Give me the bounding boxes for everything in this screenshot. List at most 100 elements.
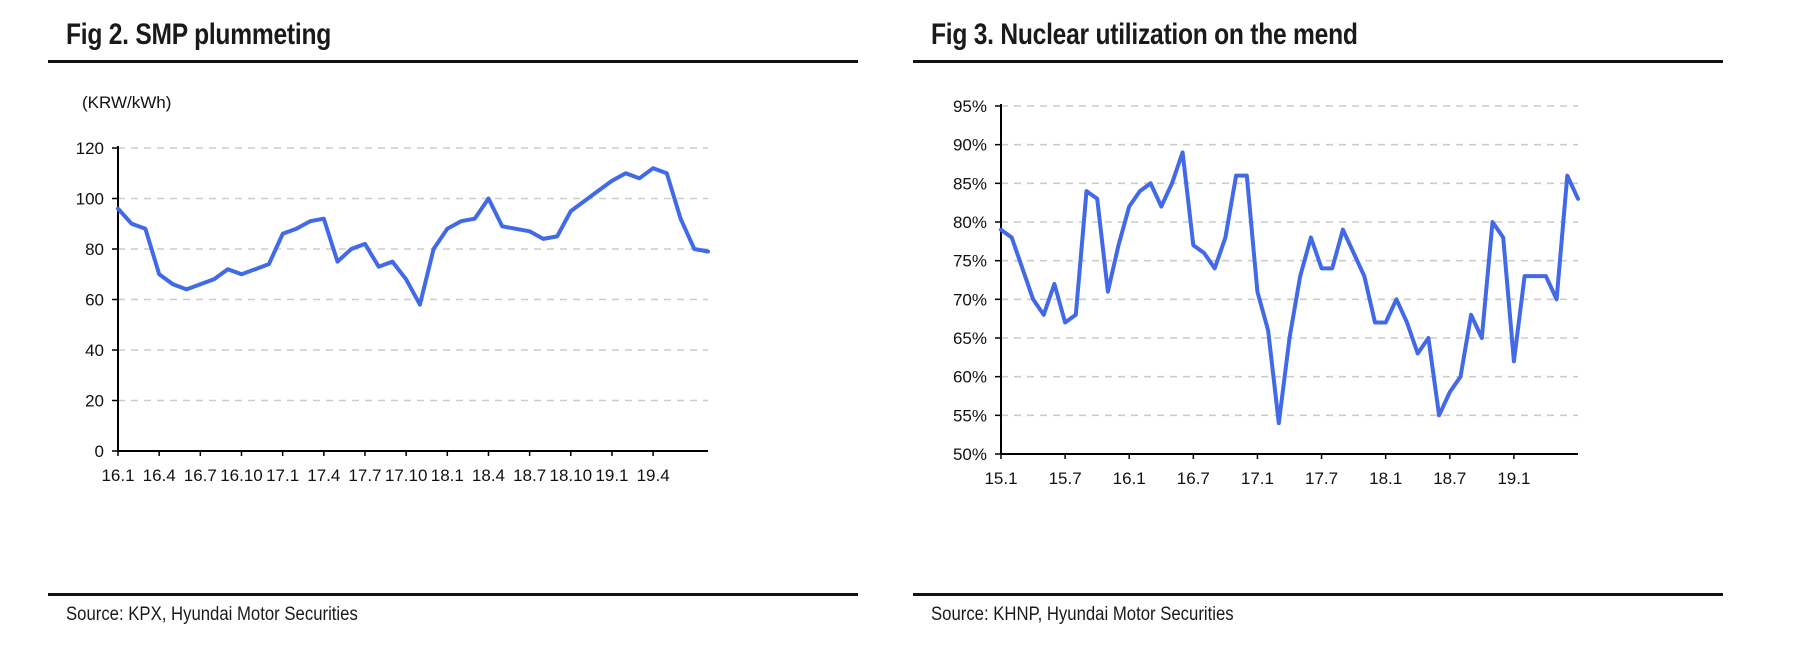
x-tick-label: 17.7: [348, 466, 381, 485]
data-point: [390, 260, 394, 264]
data-point: [1084, 189, 1089, 193]
data-point: [459, 219, 463, 223]
data-point: [1373, 320, 1377, 325]
x-tick-label: 16.4: [143, 466, 176, 485]
data-point: [473, 217, 477, 221]
x-tick-label: 17.10: [385, 466, 428, 485]
data-point: [1544, 274, 1548, 278]
data-point: [1031, 297, 1035, 301]
data-point: [1095, 197, 1099, 201]
x-tick-label: 15.7: [1049, 469, 1082, 488]
x-tick-label: 17.4: [307, 466, 340, 485]
data-point: [1223, 235, 1227, 240]
data-point: [1116, 243, 1121, 247]
data-point: [569, 209, 573, 213]
data-point: [1191, 243, 1195, 247]
data-point: [418, 303, 422, 307]
title-rule: [913, 60, 1723, 63]
y-tick-label: 80: [85, 240, 104, 259]
x-tick-label: 16.1: [1113, 469, 1146, 488]
y-tick-label: 50%: [953, 445, 987, 464]
source-note: Source: KPX, Hyundai Motor Securities: [66, 604, 358, 625]
data-point: [1287, 336, 1292, 340]
data-point: [1255, 290, 1259, 294]
data-point: [1245, 174, 1249, 178]
data-point: [445, 227, 449, 231]
data-point: [596, 189, 600, 193]
data-point: [1213, 266, 1217, 270]
series-line: [116, 166, 710, 307]
y-tick-label: 20: [85, 392, 104, 411]
data-point: [1469, 313, 1473, 317]
y-tick-label: 0: [95, 442, 104, 461]
data-point: [1448, 390, 1452, 394]
y-tick-label: 80%: [953, 213, 987, 232]
data-point: [651, 166, 655, 170]
data-point: [185, 287, 189, 291]
title-rule: [48, 60, 858, 63]
data-point: [1352, 251, 1356, 255]
data-point: [1149, 181, 1153, 185]
data-point: [157, 272, 161, 276]
x-tick-label: 16.1: [101, 466, 134, 485]
data-point: [582, 199, 587, 203]
data-point: [1138, 189, 1142, 193]
data-point: [1501, 235, 1505, 240]
data-point: [500, 224, 504, 228]
nuclear-utilization-line-chart: 50% 55% 60% 65% 70% 75% 80% 85% 90% 95% 15.1 15.7 16…: [953, 97, 1580, 488]
data-point: [1063, 320, 1067, 325]
data-point: [1042, 313, 1046, 317]
x-tick-label: 19.1: [1497, 469, 1530, 488]
y-tick-label: 70%: [953, 290, 987, 309]
data-point: [404, 277, 408, 281]
data-point: [1576, 197, 1580, 201]
x-tick-label: 16.7: [1177, 469, 1210, 488]
data-point: [294, 227, 298, 231]
data-point: [198, 282, 202, 286]
data-point: [432, 247, 436, 251]
data-point: [1320, 266, 1324, 270]
data-point: [363, 242, 367, 246]
data-point: [1159, 204, 1163, 209]
data-point: [1074, 313, 1078, 317]
data-point: [528, 229, 532, 233]
data-point: [1127, 204, 1131, 209]
y-tick-label: 60%: [953, 368, 987, 387]
data-point: [308, 219, 312, 223]
data-point: [1533, 274, 1537, 278]
data-point: [665, 171, 669, 175]
data-point: [692, 247, 696, 251]
data-point: [1330, 266, 1334, 270]
data-point: [1277, 421, 1281, 425]
y-tick-label: 95%: [953, 97, 987, 116]
data-point: [130, 222, 134, 226]
data-point: [253, 267, 257, 271]
data-point: [1458, 375, 1463, 379]
data-point: [1437, 413, 1441, 417]
data-point: [1384, 320, 1388, 325]
data-point: [322, 217, 326, 221]
figure-panel-smp: Fig 2. SMP plummeting 0 20 40 60 80 100 120 16.…: [48, 0, 868, 660]
figure-title: Fig 3. Nuclear utilization on the mend: [931, 18, 1358, 51]
data-point: [1416, 351, 1420, 356]
data-point: [1234, 174, 1238, 178]
data-point: [226, 267, 230, 271]
data-point: [1362, 274, 1366, 278]
x-tick-label: 19.1: [595, 466, 628, 485]
data-point: [1052, 282, 1056, 286]
data-point: [1394, 297, 1398, 301]
data-point: [1480, 336, 1484, 340]
data-point: [1106, 290, 1110, 294]
data-point: [1170, 181, 1174, 185]
data-point: [1555, 297, 1559, 301]
data-point: [999, 228, 1003, 232]
data-point: [116, 207, 120, 211]
y-tick-label: 55%: [953, 406, 987, 425]
data-point: [1490, 220, 1495, 224]
x-tick-label: 18.10: [550, 466, 593, 485]
y-tick-label: 90%: [953, 136, 987, 155]
data-point: [171, 282, 175, 286]
y-tick-label: 60: [85, 291, 104, 310]
y-tick-label: 85%: [953, 174, 987, 193]
y-tick-label: 75%: [953, 252, 987, 271]
